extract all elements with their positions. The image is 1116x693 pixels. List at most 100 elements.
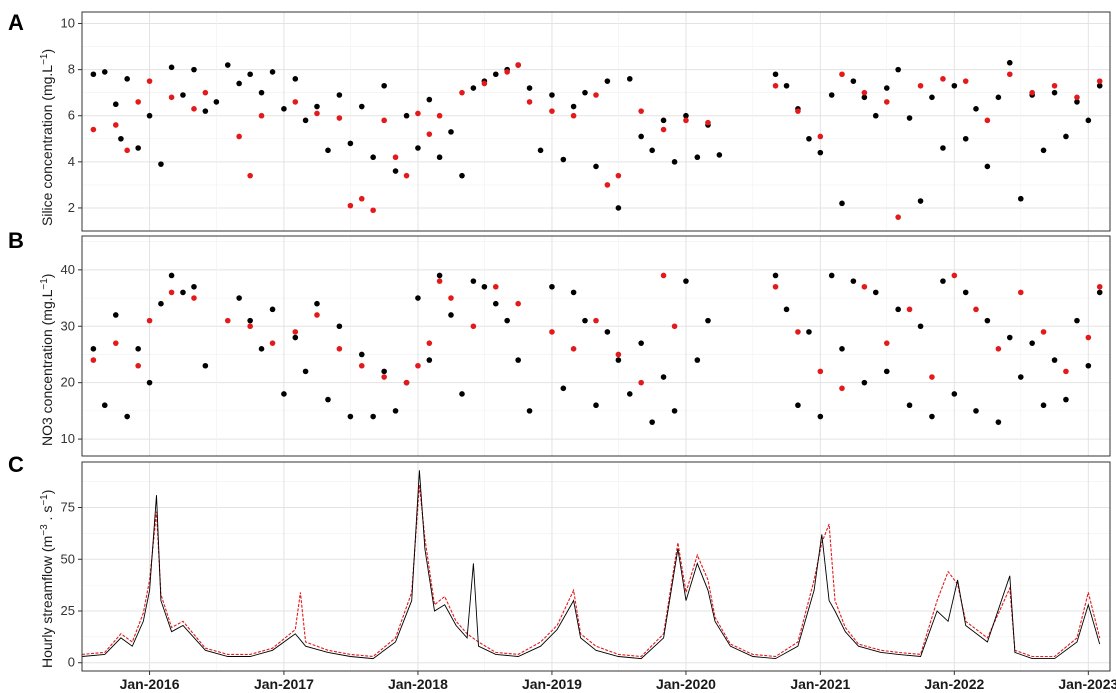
data-point-black (492, 71, 499, 78)
data-point-black (213, 99, 220, 105)
y-tick-label: 6 (68, 108, 75, 123)
data-point-black (415, 295, 421, 301)
data-point-black (817, 413, 824, 420)
data-point-red (470, 323, 477, 330)
data-point-black (850, 278, 857, 284)
data-point-black (660, 374, 667, 380)
x-tick-label: Jan-2018 (388, 676, 448, 692)
panel-a-y-ticks: 2 4 6 8 10 (61, 16, 82, 215)
y-tick-label: 75 (61, 500, 75, 515)
data-point-black (247, 317, 253, 324)
data-point-black (1096, 289, 1103, 296)
y-tick-label: 25 (61, 603, 75, 618)
y-tick-label: 20 (61, 375, 75, 390)
data-point-black (593, 163, 599, 170)
x-tick-label: Jan-2019 (522, 676, 582, 692)
data-point-red (403, 172, 410, 179)
data-point-red (962, 78, 969, 84)
y-tick-label: 8 (68, 62, 75, 77)
data-point-red (549, 108, 555, 114)
data-point-red (314, 312, 320, 318)
data-point-red (146, 317, 153, 324)
data-point-red (660, 272, 667, 279)
data-point-black (872, 112, 879, 119)
data-point-black (671, 159, 678, 165)
data-point-red (861, 283, 868, 290)
panel-b-grid (81, 236, 1110, 456)
data-point-red (202, 89, 209, 96)
data-point-black (850, 78, 857, 84)
data-point-red (403, 379, 410, 386)
data-point-black (90, 71, 97, 78)
x-tick-label: Jan-2017 (254, 676, 314, 692)
data-point-red (258, 112, 265, 119)
data-point-black (269, 306, 276, 313)
data-point-red (883, 99, 890, 105)
data-point-black (683, 278, 689, 284)
data-point-red (481, 80, 488, 87)
data-point-red (772, 283, 779, 290)
data-point-black (292, 334, 299, 341)
data-point-black (1063, 133, 1069, 140)
panel-a-frame (81, 11, 1111, 232)
data-point-black (292, 76, 299, 82)
data-point-black (570, 103, 577, 110)
data-point-black (995, 419, 1002, 425)
data-point-black (118, 135, 124, 142)
data-point-black (861, 379, 868, 386)
data-point-black (158, 300, 164, 307)
data-point-red (570, 112, 577, 119)
data-point-black (168, 272, 175, 279)
data-point-black (593, 402, 599, 409)
data-point-black (403, 112, 410, 119)
data-point-red (995, 346, 1002, 352)
data-point-black (1051, 357, 1058, 363)
data-point-red (615, 351, 622, 358)
data-point-black (202, 108, 209, 114)
data-point-red (1085, 334, 1092, 341)
data-point-black (302, 368, 309, 375)
data-point-red (1096, 78, 1103, 84)
data-point-black (861, 94, 868, 101)
data-point-red (570, 346, 577, 352)
data-point-black (325, 396, 331, 403)
data-point-black (370, 154, 376, 161)
data-point-red (426, 131, 433, 137)
data-point-black (984, 163, 991, 170)
data-point-red (112, 122, 119, 128)
data-point-red (112, 340, 119, 346)
data-point-black (828, 92, 835, 98)
data-point-black (582, 317, 588, 324)
data-point-red (336, 346, 343, 352)
data-point-black (817, 149, 824, 156)
y-tick-label: 0 (68, 655, 75, 670)
data-point-black (1040, 402, 1047, 409)
data-point-black (504, 317, 510, 324)
data-point-black (1006, 59, 1013, 66)
data-point-red (459, 89, 465, 96)
data-point-black (358, 351, 365, 358)
data-point-red (883, 340, 890, 346)
data-point-black (492, 300, 499, 307)
data-point-black (795, 402, 801, 409)
data-point-black (124, 76, 130, 82)
data-point-black (302, 117, 309, 124)
data-point-black (526, 85, 533, 91)
data-point-red (292, 99, 299, 105)
data-point-red (191, 106, 197, 112)
data-point-black (694, 154, 701, 161)
data-point-black (135, 346, 141, 352)
data-point-black (146, 112, 153, 119)
data-point-black (772, 71, 779, 78)
data-point-black (436, 272, 443, 279)
data-point-black (705, 317, 711, 324)
data-point-red (168, 94, 175, 101)
data-point-black (806, 135, 812, 142)
data-point-red (839, 71, 845, 78)
data-point-black (626, 76, 633, 82)
data-point-black (929, 94, 935, 101)
streamflow-line-black (81, 470, 1101, 660)
data-point-black (1029, 340, 1035, 346)
panel-letter-a: A (8, 10, 24, 35)
data-point-red (135, 99, 141, 105)
